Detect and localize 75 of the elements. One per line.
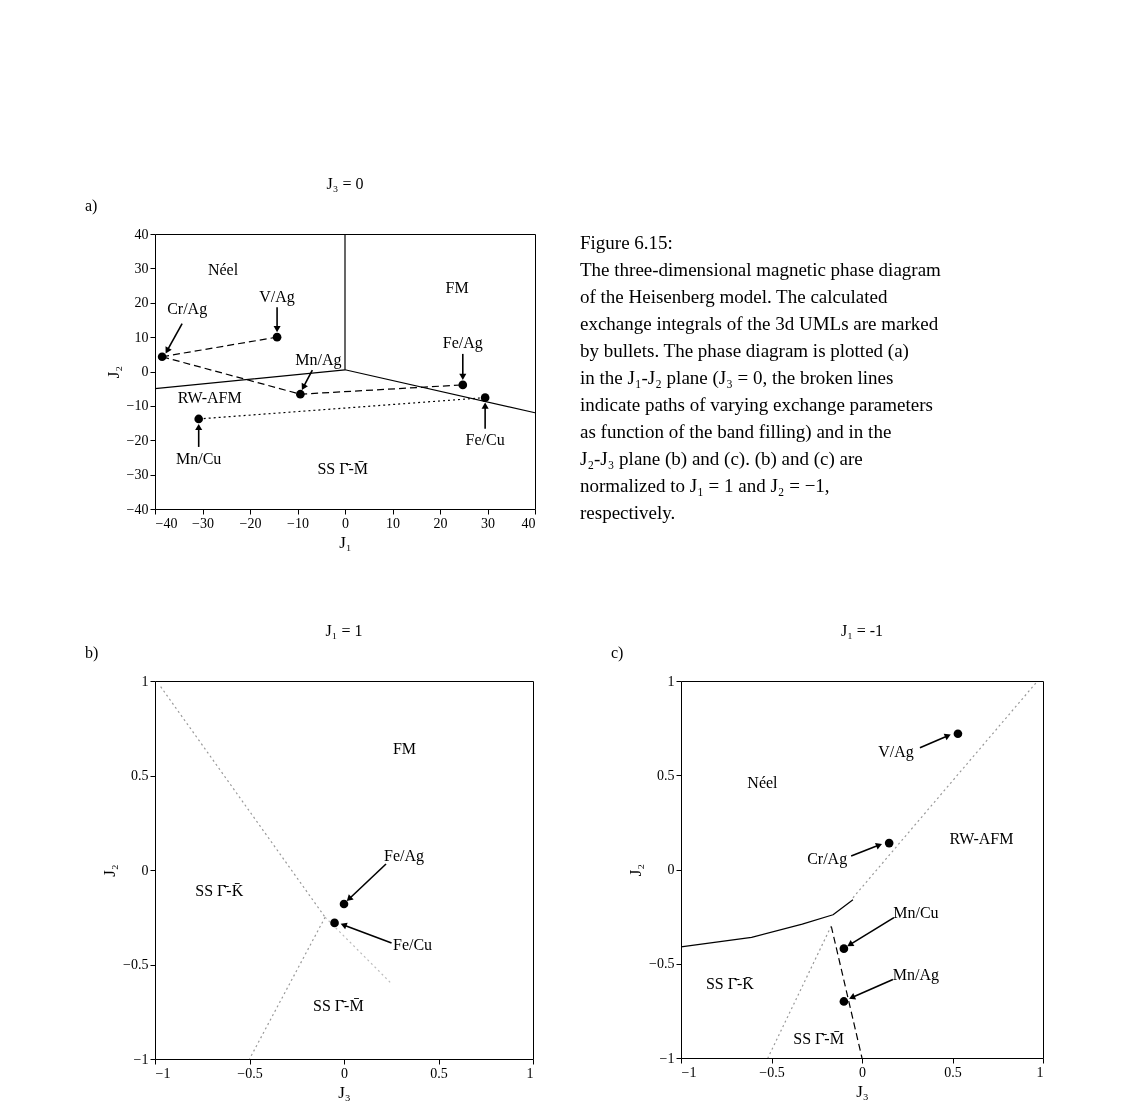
annotation: Néel [207, 261, 239, 279]
y-tick-label: 0 [141, 862, 149, 878]
annotation: Mn/Ag [295, 351, 342, 370]
annotation: SS Γ̄-M̄ [793, 1030, 844, 1048]
chart-title: J₃ = 0 [326, 175, 364, 192]
annotation: FM [445, 278, 469, 296]
x-tick-label: −40 [155, 515, 178, 531]
annotation: Fe/Ag [442, 333, 483, 352]
x-tick-label: −30 [192, 515, 214, 531]
x-tick-label: −0.5 [759, 1064, 785, 1080]
x-tick-label: 0.5 [430, 1065, 448, 1081]
x-tick-label: −1 [681, 1064, 697, 1080]
x-tick-label: 10 [386, 515, 400, 531]
x-tick-label: 30 [481, 515, 495, 531]
chart-title: J₁ = 1 [325, 622, 363, 639]
annotation: Mn/Cu [176, 449, 222, 467]
x-tick-label: 0 [342, 515, 349, 531]
annotation: Cr/Ag [807, 850, 848, 869]
y-tick-label: −0.5 [649, 956, 675, 972]
y-axis-title: J₂ [626, 863, 646, 877]
text: The three-dimensional magnetic phase diagram of the Heisenberg model. The calculated exchange integrals of the 3d UMLs are marked by bullets. The phase diagram is plotted (a) in the J₁-J₂ plane (J₃ = 0, the broken lines indicate paths of varying exchange parameters as function of the band filling) and in the J₂-J₃ plane (b) and (c). (b) and (c) are normalized to J₁ = 1 and J₂ = −1, respectively. [580, 259, 941, 523]
x-tick-label: 0 [859, 1064, 866, 1080]
y-axis-title: J₂ [100, 864, 120, 877]
y-tick-label: −30 [126, 467, 149, 483]
y-tick-label: 1 [141, 673, 149, 689]
x-tick-label: −20 [239, 515, 262, 531]
annotation: Cr/Ag [167, 299, 208, 318]
y-tick-label: 10 [134, 329, 149, 345]
y-tick-label: 0.5 [131, 768, 149, 783]
x-tick-label: 0.5 [944, 1064, 962, 1080]
annotation: V/Ag [878, 742, 914, 761]
y-tick-label: 0 [667, 862, 675, 877]
annotation: Mn/Cu [893, 903, 939, 921]
x-tick-label: 1 [1036, 1064, 1044, 1080]
y-axis-title: J₂ [103, 365, 123, 379]
annotation: Fe/Cu [392, 935, 433, 953]
y-tick-label: 1 [667, 673, 675, 689]
annotation: Mn/Ag [892, 966, 940, 985]
annotation: RW-AFM [177, 388, 242, 406]
x-tick-label: −1 [155, 1065, 171, 1081]
text: c) [611, 644, 624, 662]
y-tick-label: 40 [134, 226, 149, 242]
x-tick-label: 20 [433, 515, 448, 531]
y-tick-label: −40 [126, 501, 149, 517]
x-tick-label: −0.5 [237, 1065, 263, 1081]
annotation: SS Γ̄-M̄ [317, 460, 369, 478]
x-axis-title: J₁ [339, 532, 352, 552]
x-axis-title: J₃ [338, 1082, 351, 1102]
x-tick-label: 1 [526, 1065, 534, 1081]
annotation: SS Γ̄-K̄ [195, 881, 244, 899]
annotation: Fe/Ag [384, 847, 424, 866]
y-tick-label: −0.5 [123, 957, 149, 972]
x-tick-label: 0 [341, 1065, 348, 1081]
x-axis-title: J₃ [856, 1081, 869, 1101]
annotation: Fe/Cu [465, 430, 505, 448]
y-tick-label: −10 [126, 398, 149, 414]
annotation: Néel [747, 773, 779, 791]
x-tick-label: 40 [521, 515, 536, 531]
annotation: FM [392, 740, 417, 758]
y-tick-label: 20 [134, 295, 149, 311]
text: a) [85, 197, 98, 215]
annotation: RW-AFM [949, 830, 1014, 848]
chart-title: J₁ = -1 [840, 622, 884, 639]
x-tick-label: −10 [287, 515, 309, 531]
text: Figure 6.15: [580, 232, 673, 253]
annotation: SS Γ̄-M̄ [313, 997, 364, 1015]
text: b) [85, 644, 99, 662]
y-tick-label: −1 [659, 1050, 675, 1066]
annotation: V/Ag [259, 288, 295, 307]
annotation: SS Γ̄-K̄ [705, 975, 755, 993]
y-tick-label: −20 [126, 432, 149, 448]
y-tick-label: −1 [133, 1051, 149, 1067]
y-tick-label: 0 [141, 364, 149, 379]
y-tick-label: 0.5 [657, 767, 675, 783]
y-tick-label: 30 [134, 260, 149, 276]
